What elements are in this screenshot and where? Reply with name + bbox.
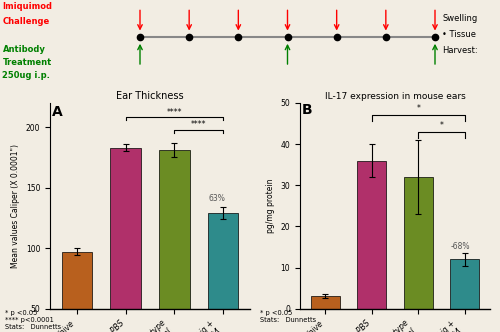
Bar: [160, 150, 190, 309]
Text: ****: ****: [166, 108, 182, 117]
Bar: [62, 252, 92, 309]
Text: Harvest:: Harvest:: [442, 45, 478, 54]
Text: Swelling: Swelling: [442, 14, 478, 23]
Text: Imiquimod: Imiquimod: [2, 2, 52, 11]
Text: Treatment: Treatment: [2, 58, 52, 67]
Bar: [358, 161, 386, 309]
Text: B: B: [302, 103, 312, 117]
Text: A: A: [52, 105, 62, 119]
Bar: [450, 259, 479, 309]
Text: ****: ****: [191, 120, 206, 129]
Text: 250ug i.p.: 250ug i.p.: [2, 71, 50, 80]
Text: * p <0.05
Stats:   Dunnetts: * p <0.05 Stats: Dunnetts: [260, 310, 316, 323]
Text: *: *: [440, 121, 444, 130]
Y-axis label: Mean values Caliper (X 0.0001"): Mean values Caliper (X 0.0001"): [11, 144, 20, 268]
Y-axis label: pg/mg protein: pg/mg protein: [266, 179, 275, 233]
Bar: [404, 177, 432, 309]
Text: -68%: -68%: [450, 242, 470, 251]
Title: Ear Thickness: Ear Thickness: [116, 91, 184, 101]
Text: *: *: [416, 104, 420, 113]
Text: Challenge: Challenge: [2, 17, 50, 26]
Bar: [110, 148, 140, 309]
Bar: [208, 213, 238, 309]
Text: 63%: 63%: [208, 195, 226, 204]
Text: * p <0.05
**** p<0.0001
Stats:   Dunnetts: * p <0.05 **** p<0.0001 Stats: Dunnetts: [5, 310, 61, 330]
Text: • Tissue: • Tissue: [442, 30, 476, 39]
Bar: [311, 296, 340, 309]
Text: Antibody: Antibody: [2, 44, 46, 54]
Title: IL-17 expression in mouse ears: IL-17 expression in mouse ears: [324, 92, 466, 101]
